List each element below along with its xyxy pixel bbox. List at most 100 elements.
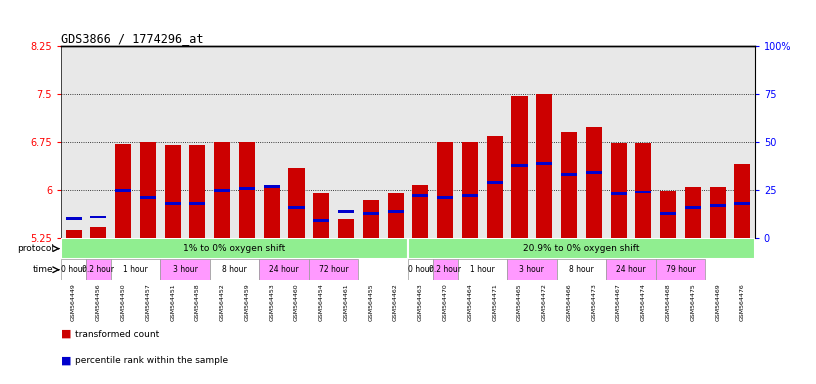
Bar bbox=[437, 142, 453, 238]
Bar bbox=[610, 192, 627, 195]
Text: GSM564469: GSM564469 bbox=[715, 283, 721, 321]
Bar bbox=[309, 259, 358, 280]
Bar bbox=[363, 212, 379, 215]
Text: 0.2 hour: 0.2 hour bbox=[82, 265, 114, 274]
Text: GSM564474: GSM564474 bbox=[641, 283, 645, 321]
Bar bbox=[140, 196, 156, 199]
Bar bbox=[289, 206, 304, 209]
Text: transformed count: transformed count bbox=[75, 329, 159, 339]
Text: 1 hour: 1 hour bbox=[470, 265, 494, 274]
Bar bbox=[115, 144, 131, 238]
Text: GSM564468: GSM564468 bbox=[666, 283, 671, 321]
Bar bbox=[259, 259, 309, 280]
Text: 24 hour: 24 hour bbox=[269, 265, 299, 274]
Bar bbox=[734, 164, 751, 238]
Bar bbox=[214, 142, 230, 238]
Bar bbox=[586, 171, 602, 174]
Text: time: time bbox=[33, 265, 54, 274]
Bar bbox=[388, 193, 404, 238]
Bar bbox=[660, 191, 676, 238]
Text: percentile rank within the sample: percentile rank within the sample bbox=[75, 356, 228, 366]
Text: 0 hour: 0 hour bbox=[61, 265, 86, 274]
Bar bbox=[363, 200, 379, 238]
Bar bbox=[165, 145, 180, 238]
Text: GSM564457: GSM564457 bbox=[145, 283, 150, 321]
Text: ■: ■ bbox=[61, 329, 72, 339]
Text: 0 hour: 0 hour bbox=[408, 265, 432, 274]
Bar bbox=[189, 202, 206, 205]
Bar bbox=[536, 94, 552, 238]
Text: GSM564471: GSM564471 bbox=[492, 283, 497, 321]
Text: GSM564455: GSM564455 bbox=[368, 283, 374, 321]
Bar bbox=[313, 219, 330, 222]
Text: 0.2 hour: 0.2 hour bbox=[429, 265, 461, 274]
Bar bbox=[140, 142, 156, 238]
Bar bbox=[437, 196, 453, 199]
Bar bbox=[656, 259, 705, 280]
Bar bbox=[536, 162, 552, 165]
Bar bbox=[557, 259, 606, 280]
Text: GSM564472: GSM564472 bbox=[542, 283, 547, 321]
Bar bbox=[660, 212, 676, 215]
Bar bbox=[685, 187, 701, 238]
Bar bbox=[636, 143, 651, 238]
Bar bbox=[512, 96, 527, 238]
Text: 3 hour: 3 hour bbox=[520, 265, 544, 274]
Text: protocol: protocol bbox=[17, 244, 54, 253]
Bar bbox=[61, 259, 86, 280]
Bar bbox=[408, 259, 432, 280]
Text: 20.9% to 0% oxygen shift: 20.9% to 0% oxygen shift bbox=[523, 244, 640, 253]
Text: 1 hour: 1 hour bbox=[123, 265, 148, 274]
Bar bbox=[561, 173, 577, 176]
Text: GSM564466: GSM564466 bbox=[566, 283, 571, 321]
Bar bbox=[710, 204, 725, 207]
Bar bbox=[412, 194, 428, 197]
Bar bbox=[160, 259, 210, 280]
Bar bbox=[412, 185, 428, 238]
Bar bbox=[91, 215, 106, 218]
Text: GSM564475: GSM564475 bbox=[690, 283, 695, 321]
Text: GSM564456: GSM564456 bbox=[95, 283, 101, 321]
Bar bbox=[111, 259, 160, 280]
Bar bbox=[636, 190, 651, 194]
Bar bbox=[65, 217, 82, 220]
Text: GSM564476: GSM564476 bbox=[740, 283, 745, 321]
Text: GSM564463: GSM564463 bbox=[418, 283, 423, 321]
Text: 1% to 0% oxygen shift: 1% to 0% oxygen shift bbox=[184, 244, 286, 253]
Bar bbox=[214, 189, 230, 192]
Text: GSM564462: GSM564462 bbox=[393, 283, 398, 321]
Text: 8 hour: 8 hour bbox=[222, 265, 247, 274]
Bar bbox=[486, 136, 503, 238]
Bar bbox=[338, 219, 354, 238]
Bar bbox=[462, 194, 478, 197]
Text: GDS3866 / 1774296_at: GDS3866 / 1774296_at bbox=[61, 32, 204, 45]
Text: 8 hour: 8 hour bbox=[569, 265, 594, 274]
Text: 24 hour: 24 hour bbox=[616, 265, 645, 274]
Text: GSM564450: GSM564450 bbox=[121, 283, 126, 321]
Bar bbox=[289, 168, 304, 238]
Bar bbox=[239, 142, 255, 238]
Bar bbox=[486, 181, 503, 184]
Bar bbox=[586, 127, 602, 238]
Text: GSM564470: GSM564470 bbox=[442, 283, 448, 321]
Bar bbox=[685, 206, 701, 209]
Bar bbox=[86, 259, 111, 280]
Bar bbox=[115, 189, 131, 192]
Text: GSM564460: GSM564460 bbox=[294, 283, 299, 321]
Bar bbox=[462, 142, 478, 238]
Bar bbox=[264, 185, 280, 188]
Bar bbox=[710, 187, 725, 238]
Bar bbox=[61, 238, 408, 259]
Bar bbox=[388, 210, 404, 213]
Text: GSM564461: GSM564461 bbox=[344, 283, 348, 321]
Bar bbox=[165, 202, 180, 205]
Bar bbox=[313, 193, 330, 238]
Bar bbox=[338, 210, 354, 213]
Bar bbox=[210, 259, 259, 280]
Text: GSM564451: GSM564451 bbox=[171, 283, 175, 321]
Bar bbox=[408, 238, 755, 259]
Bar bbox=[432, 259, 458, 280]
Bar bbox=[91, 227, 106, 238]
Text: GSM564473: GSM564473 bbox=[592, 283, 596, 321]
Bar bbox=[512, 164, 527, 167]
